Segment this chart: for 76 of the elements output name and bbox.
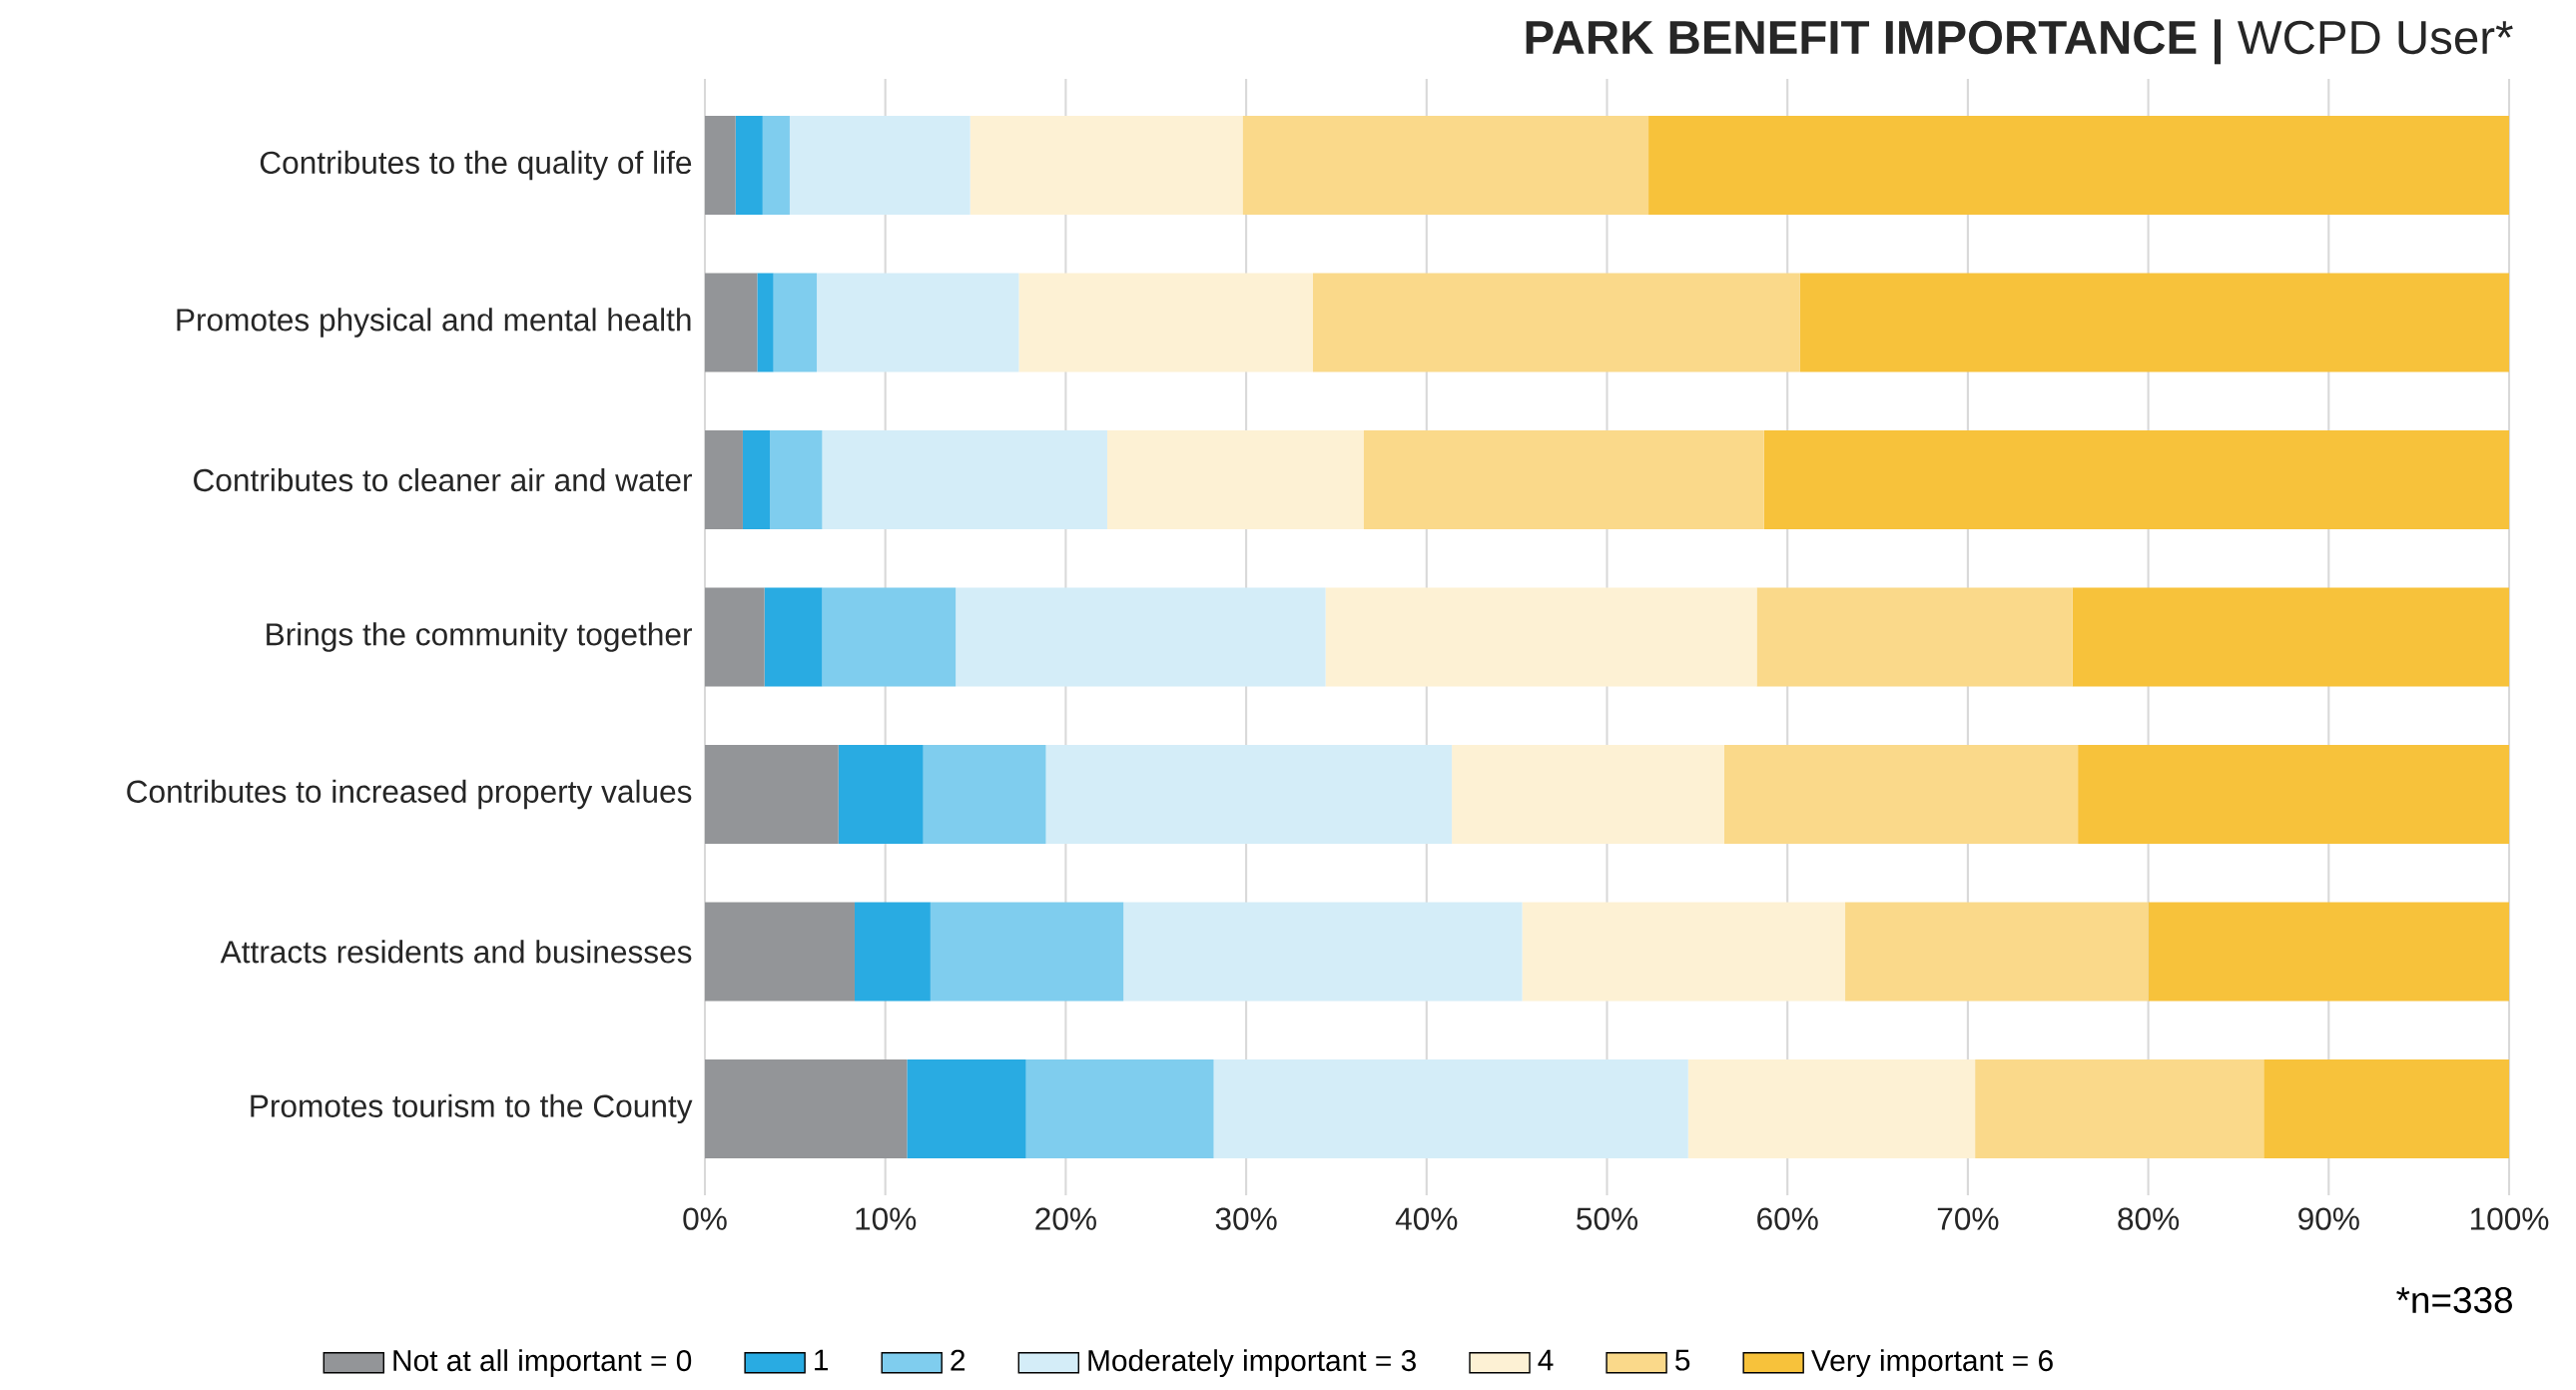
bar: [1723, 744, 2079, 844]
legend-label: 1: [815, 1349, 829, 1371]
x-tick-label: 0%: [683, 1207, 727, 1230]
legend-label: 5: [1675, 1349, 1690, 1371]
bar: [1312, 273, 1800, 372]
bar: [705, 116, 736, 215]
bar: [1325, 587, 1757, 687]
bar: [1687, 1058, 1976, 1158]
x-tick-label: 10%: [856, 1207, 917, 1230]
bar: [764, 587, 823, 687]
bar: [854, 902, 931, 1002]
bar: [705, 1058, 908, 1158]
bar: [705, 273, 758, 372]
bar: [2263, 1058, 2509, 1158]
bar: [1763, 429, 2509, 529]
bar: [2072, 587, 2509, 687]
y-tick-label: Attracts residents and businesses: [220, 940, 692, 964]
bar: [838, 744, 924, 844]
y-tick-label: Contributes to cleaner air and water: [194, 467, 692, 492]
bar: [1975, 1058, 2264, 1158]
bar: [1452, 744, 1724, 844]
bar: [705, 902, 855, 1002]
legend-label: Not at all important = 0: [393, 1349, 692, 1377]
bar: [742, 429, 771, 529]
x-tick-label: 100%: [2470, 1207, 2549, 1230]
x-tick-label: 30%: [1215, 1207, 1277, 1230]
chart-title: PARK BENEFIT IMPORTANCE | WCPD User*: [1526, 19, 2513, 65]
x-tick-label: 50%: [1577, 1207, 1638, 1230]
legend-label: Moderately important = 3: [1088, 1349, 1416, 1377]
bar: [2078, 744, 2509, 844]
bar: [1025, 1058, 1214, 1158]
bar: [1845, 902, 2149, 1002]
bar: [1045, 744, 1453, 844]
x-tick-label: 70%: [1937, 1207, 1999, 1230]
bar: [1213, 1058, 1688, 1158]
bar: [762, 116, 790, 215]
bar: [1123, 902, 1523, 1002]
bar: [1756, 587, 2073, 687]
x-tick-label: 90%: [2298, 1207, 2359, 1230]
bar: [817, 273, 1019, 372]
bar: [1522, 902, 1846, 1002]
legend-label: 4: [1538, 1349, 1554, 1371]
bar: [1106, 429, 1364, 529]
bar: [735, 116, 763, 215]
bar: [1799, 273, 2509, 372]
text: *n=338: [2396, 1286, 2512, 1313]
bar: [907, 1058, 1026, 1158]
bar: [969, 116, 1243, 215]
bar: [2148, 902, 2509, 1002]
y-tick-label: Brings the community together: [267, 622, 693, 652]
y-tick-label: Promotes physical and mental health: [177, 308, 691, 338]
legend-label: 2: [951, 1349, 966, 1371]
bar: [1648, 116, 2509, 215]
bar: [956, 587, 1326, 687]
x-tick-label: 60%: [1757, 1207, 1818, 1230]
legend-label: Very important = 6: [1811, 1349, 2053, 1377]
bar: [1363, 429, 1764, 529]
y-tick-label: Promotes tourism to the County: [251, 1093, 693, 1124]
bar: [789, 116, 970, 215]
bar: [705, 429, 743, 529]
y-tick-label: Contributes to the quality of life: [260, 150, 692, 181]
bar: [822, 587, 957, 687]
bar: [705, 744, 839, 844]
bar: [757, 273, 774, 372]
bar: [822, 429, 1107, 529]
bar: [923, 744, 1046, 844]
bar: [1242, 116, 1649, 215]
bar: [1018, 273, 1313, 372]
y-tick-label: Contributes to increased property values: [127, 779, 692, 810]
x-tick-label: 20%: [1035, 1207, 1096, 1230]
bar: [930, 902, 1124, 1002]
bar: [770, 429, 823, 529]
x-tick-label: 80%: [2118, 1207, 2180, 1230]
x-tick-label: 40%: [1395, 1207, 1458, 1230]
bar: [773, 273, 818, 372]
bar: [705, 587, 765, 687]
